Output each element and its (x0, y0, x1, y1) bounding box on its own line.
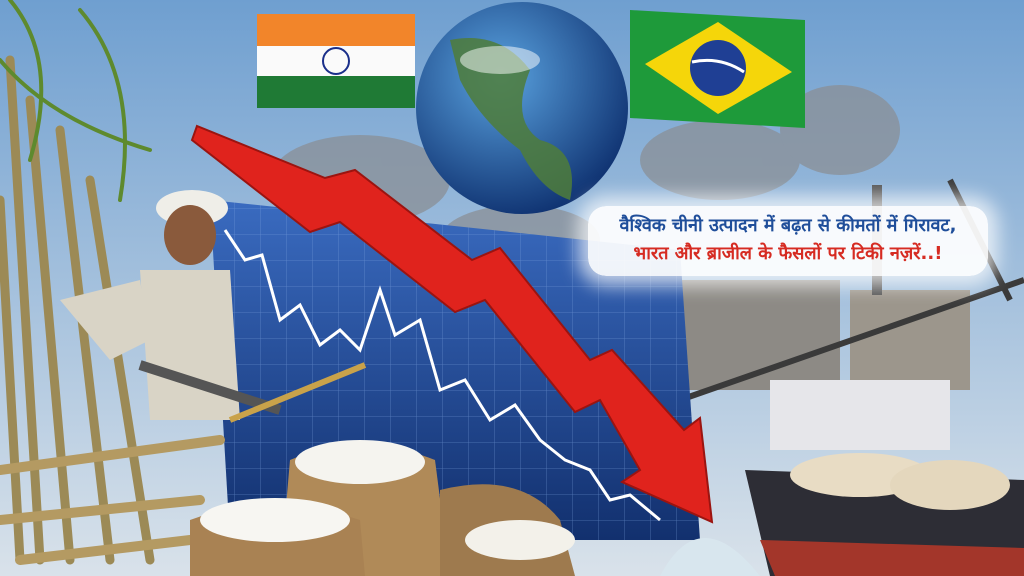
headline-line-2: भारत और ब्राजील के फैसलों पर टिकी नज़रें… (633, 243, 943, 264)
price-line (223, 229, 661, 522)
brazil-flag (630, 10, 805, 128)
headline-line-1: वैश्विक चीनी उत्पादन में बढ़त से कीमतों … (619, 215, 957, 236)
sugar-sacks (190, 440, 575, 576)
sugarcane-field (0, 0, 225, 565)
sugarcane-farmer (60, 190, 367, 423)
cargo-ship (745, 380, 1024, 576)
globe (416, 2, 628, 214)
water-splash (660, 538, 760, 576)
headline-caption: वैश्विक चीनी उत्पादन में बढ़त से कीमतों … (588, 206, 988, 276)
falling-price-arrow (190, 124, 714, 524)
india-flag (257, 14, 415, 108)
